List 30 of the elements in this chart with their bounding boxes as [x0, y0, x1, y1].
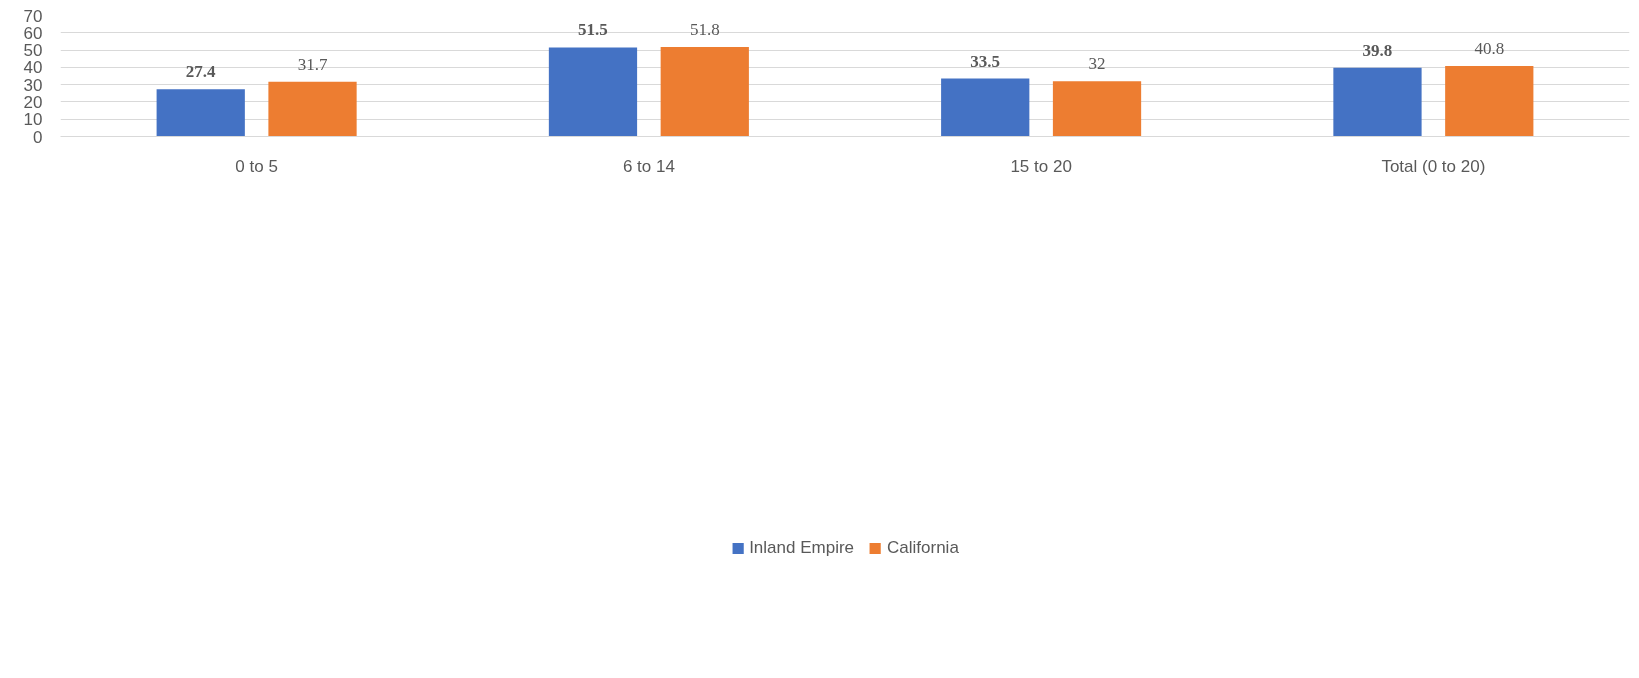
bar	[548, 47, 638, 137]
y-tick-label: 40	[23, 58, 43, 78]
data-label: 51.5	[578, 20, 608, 40]
legend-label: California	[887, 538, 959, 558]
y-tick-label: 50	[23, 41, 43, 61]
data-label: 32	[1088, 54, 1106, 74]
y-tick-label: 70	[23, 6, 43, 26]
bar	[268, 81, 357, 137]
data-label: 39.8	[1362, 40, 1393, 60]
data-label: 31.7	[297, 54, 328, 74]
data-label: 27.4	[185, 62, 217, 82]
bar	[1445, 65, 1534, 137]
data-label: 40.8	[1474, 38, 1505, 58]
y-tick-label: 10	[23, 110, 43, 130]
x-tick-label: 6 to 14	[622, 156, 675, 176]
y-tick-label: 0	[33, 127, 43, 147]
y-tick-label: 60	[23, 23, 43, 43]
x-tick-label: Total (0 to 20)	[1381, 156, 1486, 176]
bar	[1333, 67, 1422, 137]
data-label: 51.8	[689, 19, 720, 39]
legend-label: Inland Empire	[749, 538, 855, 558]
bar	[941, 78, 1030, 137]
bar	[156, 89, 245, 137]
data-label: 33.5	[970, 51, 1001, 71]
bar	[660, 46, 749, 137]
x-tick-label: 15 to 20	[1010, 156, 1072, 176]
y-tick-label: 20	[23, 92, 43, 112]
x-tick-label: 0 to 5	[235, 156, 278, 176]
bar	[1052, 81, 1142, 137]
y-tick-label: 30	[23, 75, 43, 95]
